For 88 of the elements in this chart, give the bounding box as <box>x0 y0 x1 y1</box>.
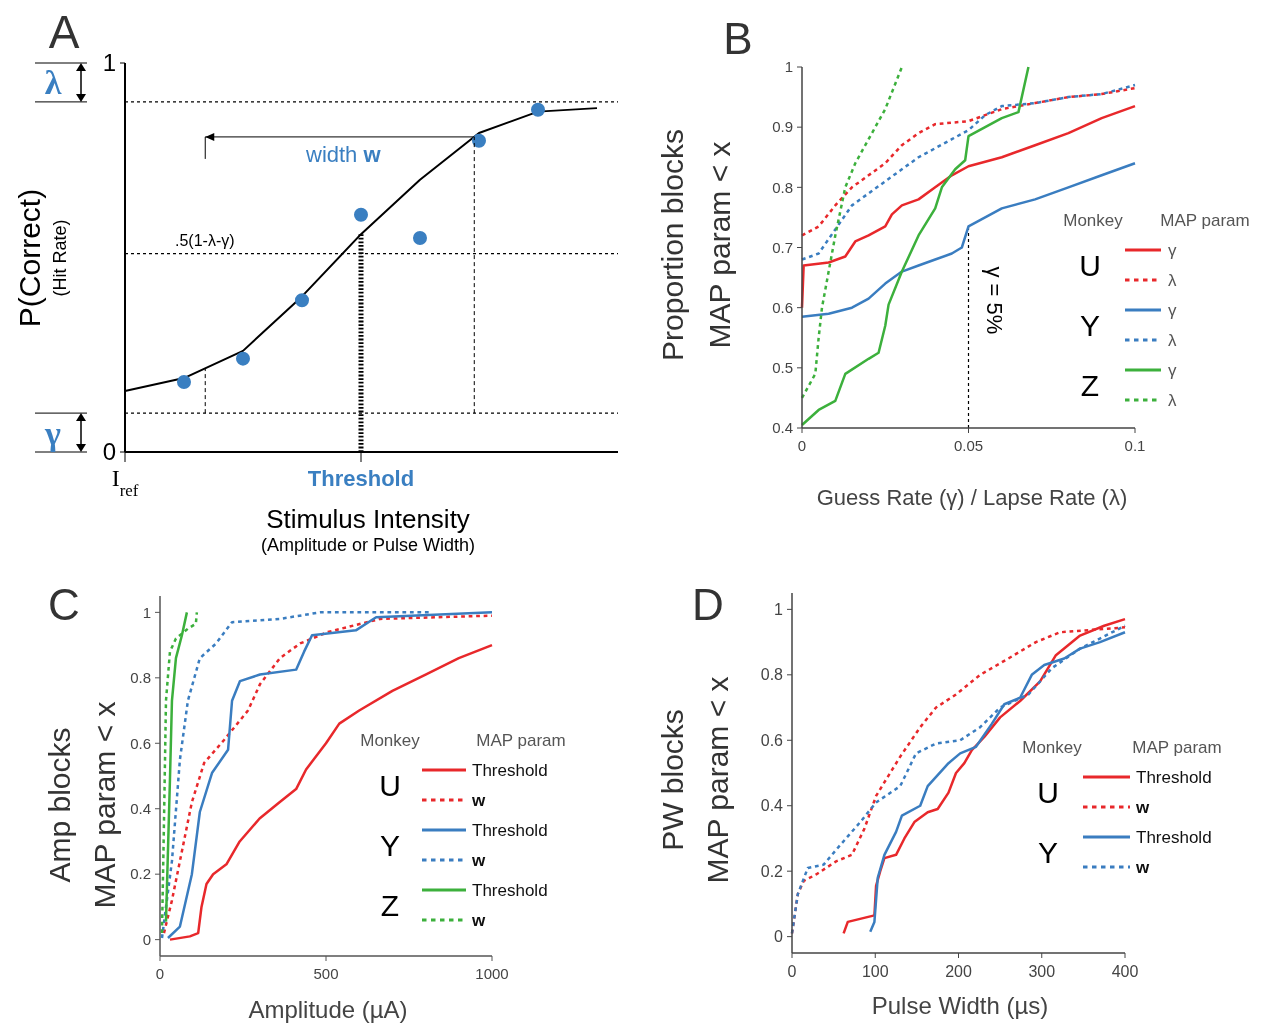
x-tick-label: 0.1 <box>1124 437 1146 454</box>
annotation: U <box>1037 776 1059 809</box>
legend-label: w <box>1135 858 1150 877</box>
point <box>354 207 368 222</box>
legend-label: w <box>1135 798 1150 817</box>
y-tick-label: 0.2 <box>760 862 784 880</box>
x-tick-label: 500 <box>313 965 339 982</box>
x-tick-label: 400 <box>1111 963 1139 980</box>
y-tick-label: 0.7 <box>772 238 793 256</box>
annotation: Z <box>1080 369 1100 402</box>
y-tick-label: 0.8 <box>130 669 151 687</box>
line-series <box>160 611 199 935</box>
x-tick-label: 200 <box>945 963 972 980</box>
x-tick-label: 0.05 <box>953 437 984 454</box>
y-axis-title: PW blocks MAP param < x <box>656 676 734 884</box>
legend-label: Threshold <box>1136 768 1212 787</box>
legend-label: w <box>471 911 486 930</box>
y-tick-label: 0.6 <box>760 731 784 749</box>
y-tick-label: 0.8 <box>760 666 784 684</box>
x-tick-label: 100 <box>861 963 889 980</box>
ref-line-label: .5(1-λ-γ) <box>175 231 235 249</box>
y-tick-label: 0.6 <box>130 734 151 752</box>
chart-title: C <box>48 580 80 629</box>
annotation: Y <box>1037 836 1059 869</box>
text: MAP param <box>1132 738 1222 757</box>
x-tick-label: I$_{ref}$ <box>111 465 139 500</box>
annotation: U <box>379 769 401 802</box>
legend-label: γ <box>1168 361 1177 380</box>
chart-title: B <box>723 14 753 63</box>
legend-label: λ <box>1168 271 1177 290</box>
legend-label: w <box>471 791 486 810</box>
legend-label: γ <box>1168 241 1177 260</box>
y-tick-label: 0.8 <box>772 178 793 196</box>
point <box>531 102 545 117</box>
legend-title: Monkey <box>1022 738 1083 757</box>
legend-label: w <box>471 851 486 870</box>
x-tick-label: 1000 <box>475 965 509 982</box>
annotation: U <box>1079 249 1101 282</box>
point <box>295 293 309 308</box>
y-tick-label: 1 <box>774 600 784 618</box>
legend-label: Threshold <box>1136 828 1212 847</box>
y-tick-label: 0.5 <box>772 359 793 377</box>
x-tick-label: 0 <box>797 437 807 454</box>
x-axis-title: Guess Rate (γ) / Lapse Rate (λ) <box>816 485 1128 510</box>
y-tick-label: 0.4 <box>772 419 793 437</box>
ref-line-label: γ = 5% <box>981 266 1007 335</box>
point <box>236 351 250 366</box>
x-axis-title: Amplitude (µA) <box>248 996 408 1023</box>
text: MAP param <box>1160 211 1250 230</box>
y-tick-label: 0.2 <box>130 865 151 883</box>
y-tick-label: 1 <box>102 49 116 77</box>
y-tick-label: 1 <box>784 58 793 76</box>
y-tick-label: 0.4 <box>760 797 784 815</box>
legend-title: Monkey <box>1063 211 1124 230</box>
point <box>413 231 427 246</box>
y-tick-label: 0.9 <box>772 118 793 136</box>
x-tick-label: 300 <box>1028 963 1056 980</box>
legend-title: Monkey <box>360 731 421 750</box>
chart-title: D <box>692 580 724 629</box>
y-tick-label: 0 <box>142 930 151 948</box>
x-axis-title: Stimulus Intensity (Amplitude or Pulse Width) <box>260 504 476 555</box>
annotation: Y <box>379 829 401 862</box>
legend-label: Threshold <box>472 881 548 900</box>
y-axis-title: Amp blocks MAP param < x <box>43 701 121 909</box>
text: γ <box>44 414 62 452</box>
chart-title: A <box>48 6 80 58</box>
annotation: MAP param <box>476 731 566 750</box>
legend-label: Threshold <box>472 761 548 780</box>
y-tick-label: 0 <box>774 928 784 946</box>
annotation: width w <box>305 142 382 168</box>
legend-label: γ <box>1168 301 1177 320</box>
y-axis-title: Proportion blocks MAP param < x <box>656 129 736 361</box>
point <box>472 133 486 148</box>
text: λ <box>44 64 62 102</box>
line-series <box>800 65 904 400</box>
y-axis-title: P(Correct) (Hit Rate) <box>13 188 70 328</box>
x-tick-label: 0 <box>155 965 165 982</box>
legend-label: λ <box>1168 391 1177 410</box>
annotation: Y <box>1079 309 1101 342</box>
point <box>177 374 191 389</box>
legend-label: λ <box>1168 331 1177 350</box>
x-axis-title: Pulse Width (µs) <box>871 992 1049 1019</box>
legend-label: Threshold <box>472 821 548 840</box>
y-tick-label: 1 <box>142 603 151 621</box>
y-tick-label: 0.6 <box>772 298 793 316</box>
y-tick-label: 0.4 <box>130 799 151 817</box>
annotation: Z <box>380 889 400 922</box>
line-series <box>800 86 1137 237</box>
